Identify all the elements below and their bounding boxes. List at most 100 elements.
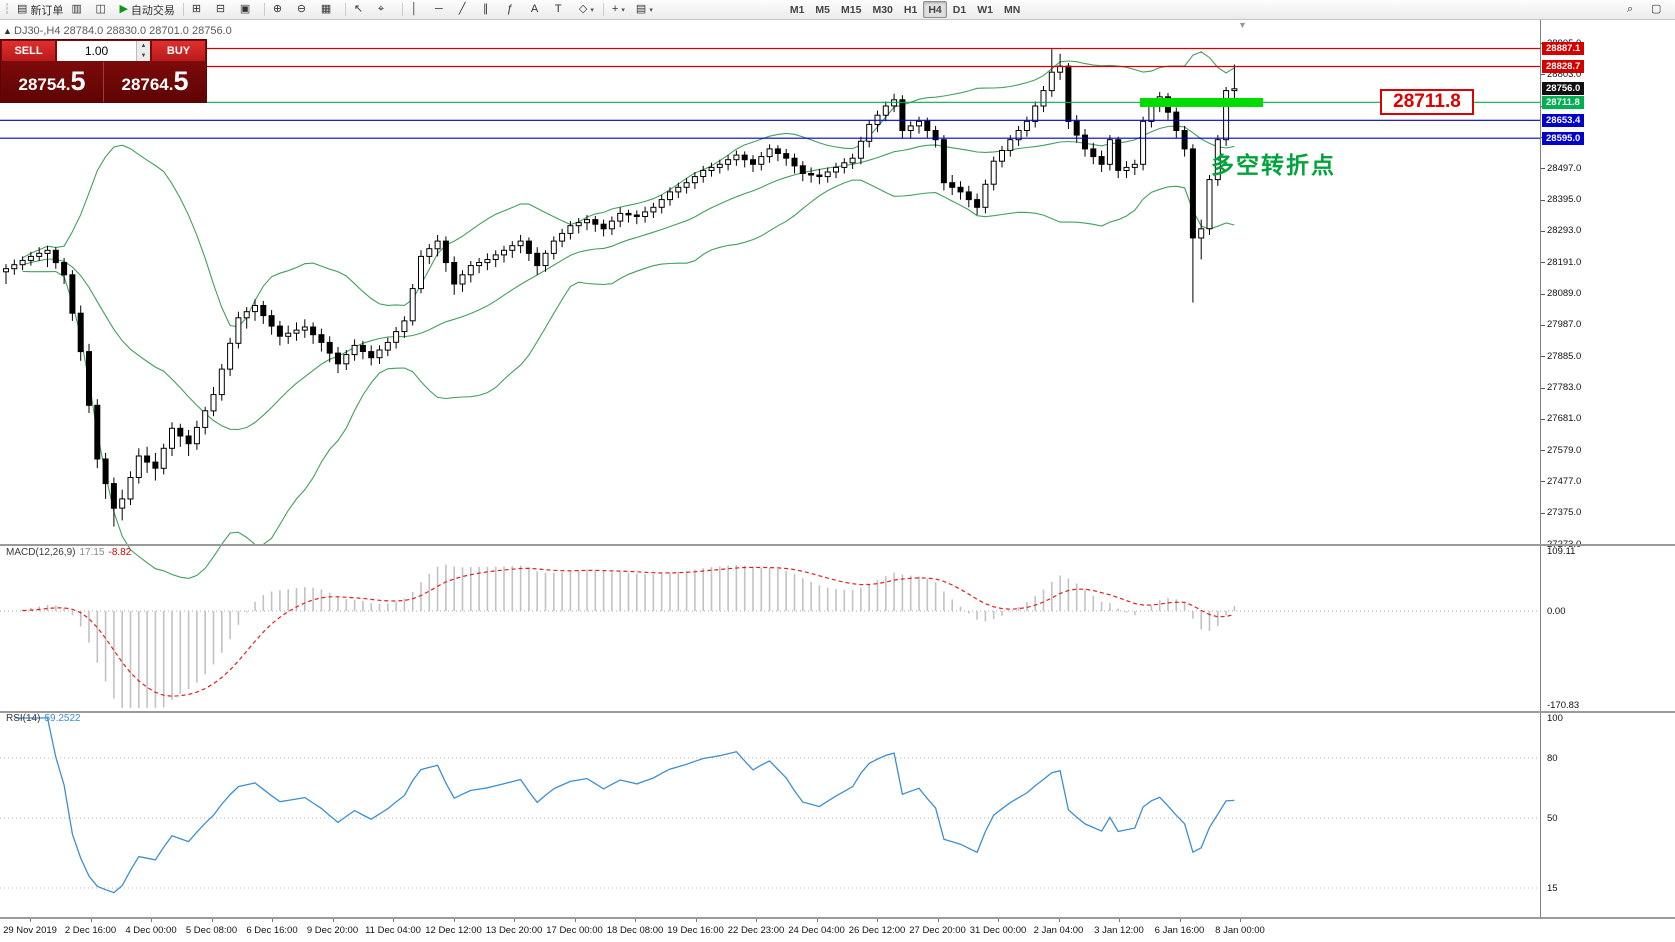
price-tick-label: 27579.0 bbox=[1547, 444, 1582, 456]
timeframe-m15-button[interactable]: M15 bbox=[841, 3, 862, 16]
indicators-button[interactable]: + ▾ bbox=[608, 1, 632, 19]
candle bbox=[442, 240, 449, 264]
autotrading-button[interactable]: ▶ 自动交易 bbox=[115, 1, 178, 19]
channel-button[interactable]: ∥ bbox=[479, 1, 503, 19]
candle bbox=[318, 334, 325, 343]
candle bbox=[725, 159, 732, 165]
candle bbox=[1032, 105, 1039, 122]
candle bbox=[741, 154, 748, 161]
candle bbox=[841, 162, 848, 168]
fibonacci-button[interactable]: ƒ bbox=[503, 1, 527, 19]
toolbar-grip[interactable]: ┆ bbox=[4, 4, 11, 15]
volume-field: ▲ ▼ bbox=[56, 40, 151, 62]
cascade-windows-button[interactable]: ⊟ bbox=[212, 1, 236, 19]
shapes-button[interactable]: ◇ ▾ bbox=[575, 1, 599, 19]
candle bbox=[501, 249, 507, 256]
candle bbox=[1223, 90, 1230, 141]
price-badge-28756.0: 28756.0 bbox=[1542, 82, 1585, 96]
candle bbox=[243, 311, 250, 319]
timeframe-m30-button[interactable]: M30 bbox=[872, 3, 893, 16]
timeframe-mn-button[interactable]: MN bbox=[1003, 3, 1021, 16]
time-tick-label: 26 Dec 12:00 bbox=[848, 925, 906, 936]
candle bbox=[783, 153, 790, 159]
timeframe-m1-button[interactable]: M1 bbox=[789, 3, 805, 16]
chart-bars-button[interactable]: ▥ bbox=[67, 1, 91, 19]
volume-input[interactable] bbox=[57, 41, 136, 61]
candle bbox=[202, 410, 209, 428]
time-tick bbox=[1179, 918, 1181, 922]
time-tick-label: 22 Dec 23:00 bbox=[727, 925, 785, 936]
candle bbox=[866, 123, 873, 142]
toolbar-separator bbox=[182, 3, 184, 16]
vertical-line-button[interactable]: │ bbox=[407, 1, 431, 19]
horizontal-line-button[interactable]: ─ bbox=[431, 1, 455, 19]
fibonacci-icon: ƒ bbox=[506, 3, 514, 15]
time-tick-label: 6 Dec 16:00 bbox=[246, 925, 298, 936]
sell-price[interactable]: 28754. 5 bbox=[1, 62, 104, 102]
chart-candles-button[interactable]: ◫ bbox=[91, 1, 115, 19]
time-axis[interactable]: 29 Nov 2019 2 Dec 16:00 4 Dec 00:00 5 Dec 0… bbox=[0, 918, 1540, 942]
time-tick-label: 2 Dec 16:00 bbox=[64, 925, 117, 936]
candle bbox=[974, 199, 981, 208]
candle bbox=[1148, 105, 1155, 122]
search-button[interactable]: ⌕ bbox=[1623, 1, 1647, 19]
candle bbox=[808, 173, 815, 176]
panel-divider[interactable] bbox=[0, 544, 1675, 546]
candle bbox=[1106, 139, 1113, 165]
time-tick bbox=[514, 918, 515, 922]
candle bbox=[1198, 228, 1205, 239]
candle bbox=[1206, 179, 1213, 230]
candle bbox=[899, 99, 906, 132]
price-badge-28828.7: 28828.7 bbox=[1542, 60, 1585, 73]
volume-increase-button[interactable]: ▲ bbox=[137, 41, 150, 51]
trendline-button[interactable]: ╱ bbox=[455, 1, 479, 19]
candle bbox=[218, 368, 225, 396]
text-button[interactable]: A bbox=[527, 1, 551, 19]
price-badge-28711.8: 28711.8 bbox=[1542, 95, 1584, 109]
candle bbox=[94, 404, 101, 460]
panel-divider[interactable] bbox=[0, 917, 1675, 919]
trade-panel-collapse-button[interactable]: ▲ bbox=[3, 26, 12, 36]
cursor-button[interactable]: ↖ bbox=[350, 1, 374, 19]
timeframe-m5-button[interactable]: M5 bbox=[815, 3, 831, 16]
price-annotation-box[interactable]: 28711.8 bbox=[1380, 89, 1474, 115]
time-tick-label: 5 Dec 08:00 bbox=[185, 925, 238, 936]
timeframe-d1-button[interactable]: D1 bbox=[952, 3, 967, 16]
grid-button[interactable]: ▦ bbox=[317, 1, 341, 19]
new-window-button[interactable]: ▢ bbox=[1647, 1, 1671, 19]
sell-button[interactable]: SELL bbox=[1, 40, 56, 62]
buy-button[interactable]: BUY bbox=[151, 40, 206, 62]
new-order-button[interactable]: ▤ 新订单 bbox=[13, 1, 67, 19]
candle bbox=[384, 341, 391, 351]
candle bbox=[567, 225, 574, 234]
candle bbox=[426, 248, 433, 257]
tile-windows-icon: ⊞ bbox=[191, 3, 202, 15]
buy-price[interactable]: 28764. 5 bbox=[104, 62, 206, 102]
volume-decrease-button[interactable]: ▼ bbox=[137, 51, 150, 61]
timeframe-h4-button[interactable]: H4 bbox=[923, 1, 947, 18]
arrange-windows-button[interactable]: ▣ bbox=[236, 1, 260, 19]
zoom-in-button[interactable]: ⊕ bbox=[269, 1, 293, 19]
zoom-out-button[interactable]: ⊖ bbox=[293, 1, 317, 19]
chart-title: DJ30-,H4 28784.0 28830.0 28701.0 28756.0 bbox=[14, 25, 232, 37]
price-axis[interactable]: 28905.028803.028701.028599.028497.028395… bbox=[1540, 20, 1675, 918]
time-tick bbox=[332, 918, 334, 922]
candle bbox=[750, 159, 756, 165]
new-order-button-label: 新订单 bbox=[30, 4, 64, 17]
templates-button[interactable]: ▤ ▾ bbox=[632, 1, 657, 19]
candle bbox=[642, 211, 649, 217]
toolbar-separator bbox=[344, 3, 346, 16]
crosshair-button[interactable]: ⌖ bbox=[374, 1, 398, 19]
one-click-trade-panel: SELL ▲ ▼ BUY 28754.5 28764.5 bbox=[0, 39, 207, 103]
label-button[interactable]: T bbox=[551, 1, 575, 19]
timeframe-w1-button[interactable]: W1 bbox=[977, 3, 993, 16]
panel-divider[interactable] bbox=[0, 711, 1675, 713]
text-icon: A bbox=[530, 3, 539, 15]
support-highlight-bar[interactable] bbox=[1140, 97, 1263, 107]
toolbar-separator bbox=[401, 3, 403, 16]
timeframe-h1-button[interactable]: H1 bbox=[903, 3, 918, 16]
horizontal-line-icon: ─ bbox=[434, 3, 443, 15]
turning-point-label[interactable]: 多空转折点 bbox=[1211, 152, 1336, 178]
tile-windows-button[interactable]: ⊞ bbox=[188, 1, 212, 19]
